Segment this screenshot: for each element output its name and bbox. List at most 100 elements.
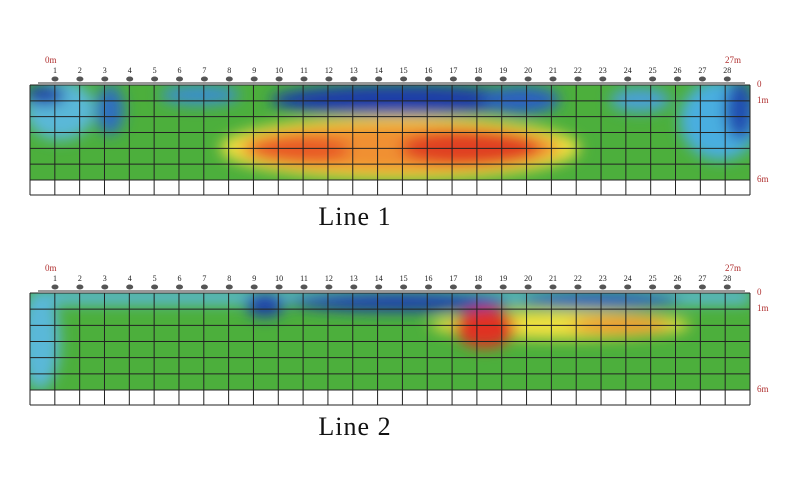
electrode — [250, 284, 258, 290]
electrode-number: 26 — [674, 274, 682, 283]
electrode-number: 22 — [574, 66, 582, 75]
electrode — [549, 284, 557, 290]
electrode-number: 7 — [202, 66, 206, 75]
electrode — [300, 76, 308, 82]
electrode-number: 25 — [649, 66, 657, 75]
electrode-number: 27 — [698, 274, 706, 283]
electrode — [723, 76, 731, 82]
caption: Line 2 — [318, 412, 391, 441]
caption: Line 1 — [318, 202, 391, 231]
electrode — [549, 76, 557, 82]
electrode-number: 3 — [103, 274, 107, 283]
electrode — [524, 284, 532, 290]
start-label: 0m — [45, 263, 57, 273]
electrode-number: 11 — [300, 66, 308, 75]
electrode-number: 18 — [474, 66, 482, 75]
electrode — [375, 76, 383, 82]
electrode — [649, 284, 657, 290]
electrode — [176, 76, 183, 82]
electrode — [425, 76, 432, 82]
depth-label: 6m — [757, 384, 769, 394]
start-label: 0m — [45, 55, 57, 65]
annotations: 1 2 3 4 5 6 7 8 9 10 11 12 13 14 15 16 17 18 19 20 21 22 23 24 2… — [29, 55, 769, 441]
electrode-number: 14 — [375, 274, 383, 283]
electrode — [499, 76, 507, 82]
electrode — [574, 284, 582, 290]
electrode — [350, 284, 358, 290]
electrode — [449, 284, 457, 290]
electrode-number: 19 — [499, 66, 507, 75]
electrode — [225, 284, 233, 290]
electrode — [101, 284, 109, 290]
electrode — [599, 284, 607, 290]
bottom-row — [30, 390, 750, 405]
electrode — [350, 76, 358, 82]
electrode — [474, 284, 482, 290]
depth-label: 0 — [757, 79, 762, 89]
electrode — [574, 76, 582, 82]
electrode — [325, 76, 333, 82]
electrode-number: 28 — [723, 66, 731, 75]
electrode-number: 19 — [499, 274, 507, 283]
electrode — [698, 76, 706, 82]
electrode-number: 17 — [449, 66, 457, 75]
electrode — [51, 76, 59, 82]
electrode-number: 26 — [674, 66, 682, 75]
electrode — [649, 76, 657, 82]
electrode-number: 20 — [524, 274, 532, 283]
electrode-number: 8 — [227, 66, 231, 75]
electrode-number: 1 — [53, 274, 57, 283]
electrode-number: 12 — [325, 274, 333, 283]
electrode-number: 15 — [400, 274, 408, 283]
electrode — [225, 76, 233, 82]
electrode-number: 25 — [649, 274, 657, 283]
electrode-number: 23 — [599, 66, 607, 75]
electrode-number: 21 — [549, 274, 557, 283]
electrode-number: 5 — [153, 66, 157, 75]
electrode-number: 13 — [350, 274, 358, 283]
electrode-number: 6 — [178, 274, 182, 283]
electrode-number: 17 — [449, 274, 457, 283]
electrode — [425, 284, 432, 290]
electrode — [250, 76, 258, 82]
electrode-number: 8 — [227, 274, 231, 283]
electrode — [499, 284, 507, 290]
electrode — [723, 284, 731, 290]
electrode — [400, 76, 408, 82]
electrode — [474, 76, 482, 82]
electrode-number: 2 — [78, 274, 82, 283]
electrode-number: 9 — [252, 66, 256, 75]
electrode — [275, 76, 283, 82]
electrode-number: 22 — [574, 274, 582, 283]
electrode-number: 12 — [325, 66, 333, 75]
electrode — [76, 284, 84, 290]
electrode-number: 28 — [723, 274, 731, 283]
electrode — [524, 76, 532, 82]
electrode — [126, 284, 134, 290]
electrode — [674, 284, 681, 290]
electrode-number: 4 — [128, 274, 132, 283]
depth-label: 0 — [757, 287, 762, 297]
electrode-number: 23 — [599, 274, 607, 283]
depth-label: 6m — [757, 174, 769, 184]
electrode-number: 10 — [275, 66, 283, 75]
electrode-number: 3 — [103, 66, 107, 75]
electrode — [176, 284, 183, 290]
electrode — [51, 284, 59, 290]
electrode-number: 20 — [524, 66, 532, 75]
electrode — [151, 284, 159, 290]
electrode — [674, 76, 681, 82]
electrode-number: 16 — [425, 274, 433, 283]
electrode — [200, 76, 208, 82]
electrode-number: 15 — [400, 66, 408, 75]
electrode-number: 24 — [624, 274, 632, 283]
electrode — [624, 284, 632, 290]
electrode-number: 2 — [78, 66, 82, 75]
electrode-number: 14 — [375, 66, 383, 75]
electrode-number: 7 — [202, 274, 206, 283]
electrode-number: 1 — [53, 66, 57, 75]
electrode-number: 9 — [252, 274, 256, 283]
electrode — [76, 76, 84, 82]
electrode-number: 21 — [549, 66, 557, 75]
